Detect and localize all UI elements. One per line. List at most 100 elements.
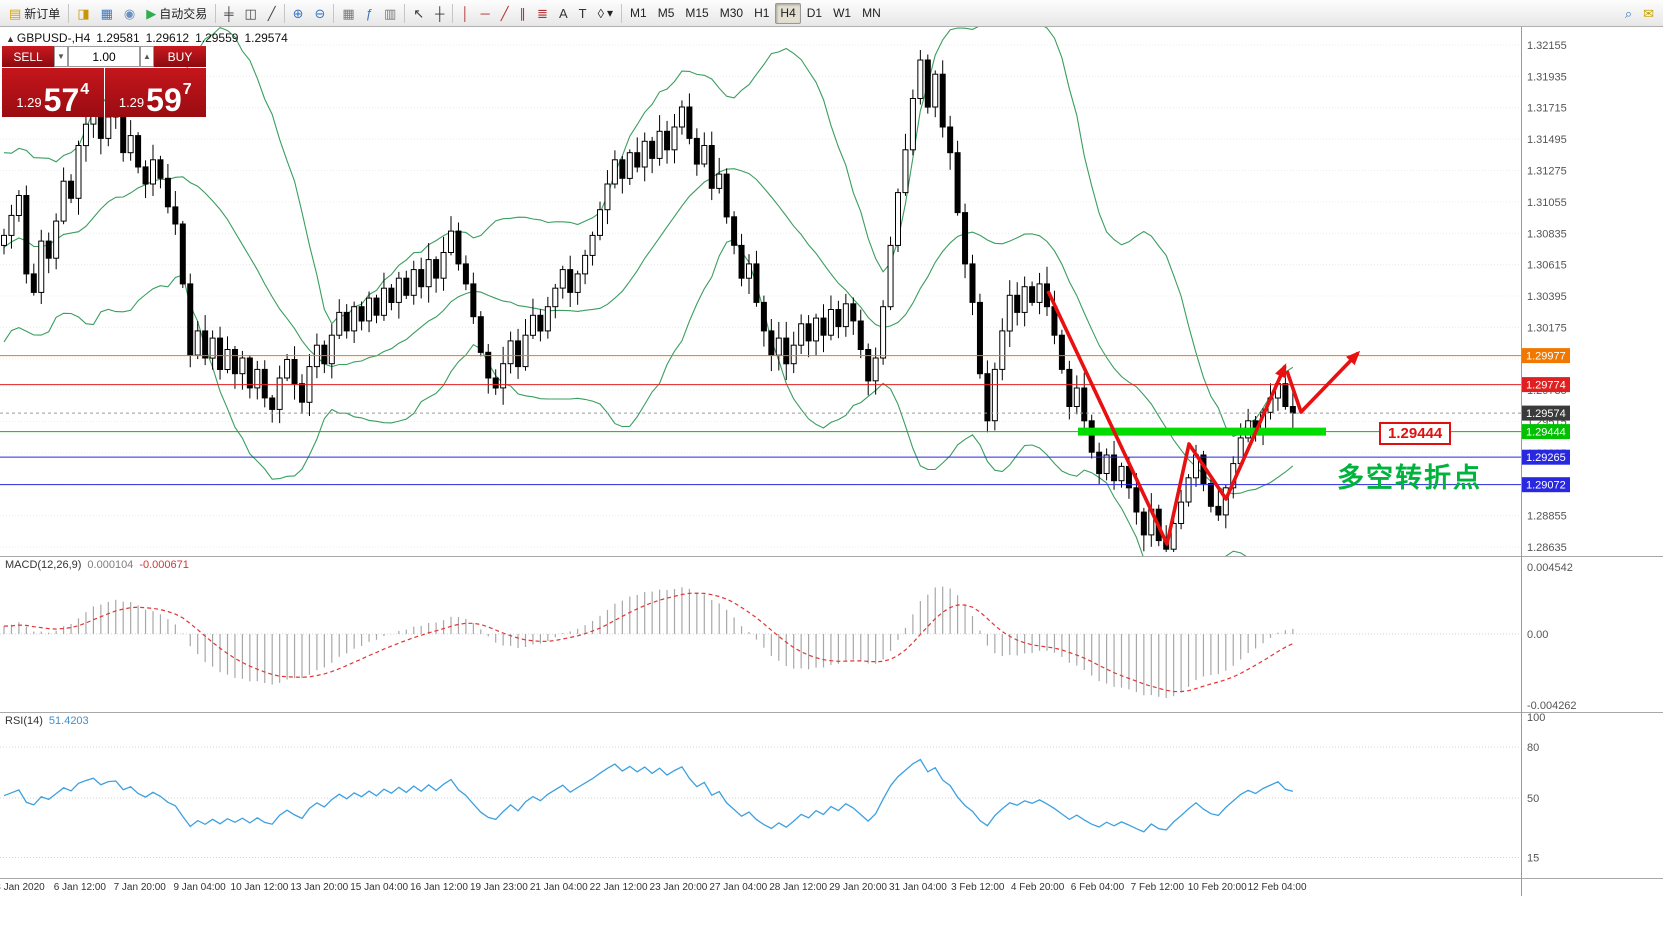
rsi-chart[interactable]: 100 80 50 15 — [0, 712, 1663, 879]
ohlc-open: 1.29581 — [96, 31, 140, 45]
timeframe-m5[interactable]: M5 — [653, 3, 680, 24]
time-label: 13 Jan 20:00 — [290, 882, 349, 893]
timeframe-m30[interactable]: M30 — [715, 3, 748, 24]
timeframe-m15[interactable]: M15 — [680, 3, 713, 24]
timeframe-mn-label: MN — [862, 6, 881, 20]
volume-input[interactable] — [68, 46, 140, 67]
toolbar-group-draw-tools: │ ─ ╱ ∥ ≣ A T ◊ ▾ — [456, 3, 618, 24]
horizontal-line-tool[interactable]: ─ — [476, 3, 495, 24]
time-label: 21 Jan 04:00 — [529, 882, 588, 893]
timeframe-w1[interactable]: W1 — [828, 3, 856, 24]
channel-tool-icon: ∥ — [519, 5, 527, 21]
sell-price-point: 4 — [80, 81, 90, 98]
candlestick-chart-button[interactable]: ◫ — [239, 3, 261, 24]
cursor-button-icon: ↖ — [413, 5, 425, 21]
toolbar-group-chart-types: ╪ ◫ ╱ — [219, 3, 280, 24]
svg-text:1.31935: 1.31935 — [1527, 71, 1567, 83]
volume-decrease-button[interactable]: ▼ — [54, 46, 68, 67]
tile-windows-button[interactable]: ▦ — [337, 3, 359, 24]
svg-text:1.28635: 1.28635 — [1527, 542, 1567, 554]
autotrading-button[interactable]: ▶ 自动交易 — [141, 3, 212, 24]
fibonacci-tool[interactable]: ≣ — [532, 3, 553, 24]
toolbar-separator — [333, 3, 335, 23]
new-order-button[interactable]: ▤ 新订单 — [4, 3, 65, 24]
trendline-tool-icon: ╱ — [500, 5, 509, 21]
time-label: 28 Jan 12:00 — [769, 882, 828, 893]
shapes-dropdown[interactable]: ◊ ▾ — [593, 3, 618, 24]
sell-button[interactable]: SELL — [2, 46, 54, 67]
trend-arrow-2[interactable] — [1285, 350, 1361, 414]
data-window-button-icon: ◉ — [123, 5, 136, 21]
sell-price-display[interactable]: 1.29 57 4 — [2, 68, 104, 117]
chat-button-icon: ✉ — [1643, 5, 1654, 21]
fibonacci-tool-icon: ≣ — [537, 5, 548, 21]
time-label: 3 Feb 12:00 — [951, 882, 1005, 893]
zoom-in-button-icon: ⊕ — [292, 5, 304, 21]
symbol-ohlc-header: ▲ GBPUSD-,H4 1.29581 1.29612 1.29559 1.29574 — [6, 31, 294, 45]
macd-chart[interactable]: 0.004542 0.00 -0.004262 — [0, 556, 1663, 712]
buy-price-point: 7 — [182, 81, 192, 98]
ohlc-high: 1.29612 — [145, 31, 190, 45]
svg-text:1.29444: 1.29444 — [1526, 427, 1566, 439]
buy-price-base: 1.29 — [118, 95, 145, 110]
zoom-in-button[interactable]: ⊕ — [288, 3, 309, 24]
charts-cascade-button[interactable]: ◨ — [72, 3, 94, 24]
market-watch-button[interactable]: ▦ — [96, 3, 118, 24]
cursor-button[interactable]: ↖ — [408, 3, 429, 24]
market-watch-button-icon: ▦ — [100, 5, 113, 21]
support-price-label[interactable]: 1.29444 — [1379, 422, 1452, 445]
macd-signal-line — [3, 592, 1294, 693]
sell-price-base: 1.29 — [16, 95, 42, 110]
new-order-button-label: 新订单 — [24, 6, 61, 21]
timeframe-m30-label: M30 — [719, 6, 744, 20]
new-order-button-icon: ▤ — [9, 5, 22, 21]
crosshair-button[interactable]: ┼ — [430, 3, 449, 24]
templates-button[interactable]: ▥ — [379, 3, 401, 24]
turning-point-annotation[interactable]: 多空转折点 — [1337, 463, 1482, 493]
chat-button[interactable]: ✉ — [1638, 3, 1659, 24]
price-chart[interactable]: 1.32155 1.31935 1.31715 1.31495 1.31275 1.310… — [0, 27, 1663, 556]
svg-text:-0.004262: -0.004262 — [1527, 700, 1577, 712]
trend-arrow-1[interactable] — [1046, 290, 1287, 546]
timeframe-h1[interactable]: H1 — [749, 3, 774, 24]
timeframe-m1[interactable]: M1 — [625, 3, 652, 24]
line-chart-button[interactable]: ╱ — [263, 3, 281, 24]
collapse-arrow-icon[interactable]: ▲ — [6, 34, 15, 44]
bar-chart-button[interactable]: ╪ — [219, 3, 238, 24]
toolbar-group-zoom: ⊕ ⊖ — [288, 3, 331, 24]
buy-button[interactable]: BUY — [154, 46, 206, 67]
indicators-button[interactable]: ƒ — [361, 3, 378, 24]
trendline-tool[interactable]: ╱ — [496, 3, 514, 24]
channel-tool[interactable]: ∥ — [515, 3, 532, 24]
svg-text:1.32155: 1.32155 — [1527, 40, 1567, 52]
timeframe-d1[interactable]: D1 — [802, 3, 827, 24]
svg-text:50: 50 — [1527, 793, 1539, 805]
svg-text:80: 80 — [1527, 742, 1539, 754]
one-click-trading-panel: SELL ▼ ▲ BUY 1.29 57 4 1.29 59 7 — [2, 46, 206, 117]
svg-text:15: 15 — [1527, 853, 1539, 865]
svg-text:1.29072: 1.29072 — [1526, 480, 1566, 492]
timeframe-h4[interactable]: H4 — [775, 2, 801, 24]
toolbar-separator — [452, 3, 454, 23]
label-tool-icon: T — [578, 5, 587, 21]
zoom-out-button[interactable]: ⊖ — [310, 3, 331, 24]
crosshair-button-icon: ┼ — [435, 5, 445, 21]
volume-increase-button[interactable]: ▲ — [140, 46, 154, 67]
search-button[interactable]: ⌕ — [1620, 3, 1637, 24]
data-window-button[interactable]: ◉ — [119, 3, 140, 24]
toolbar-group-windows: ◨ ▦ ◉ ▶ 自动交易 — [72, 3, 212, 24]
shapes-dropdown-label: ▾ — [607, 6, 614, 20]
macd-header: MACD(12,26,9) 0.000104 -0.000671 — [5, 559, 195, 571]
text-tool[interactable]: A — [554, 3, 573, 24]
templates-button-icon: ▥ — [383, 5, 397, 21]
vertical-line-tool[interactable]: │ — [456, 3, 474, 24]
buy-price-display[interactable]: 1.29 59 7 — [104, 68, 206, 117]
time-axis: 3 Jan 2020 6 Jan 12:00 7 Jan 20:00 9 Jan 04… — [0, 881, 1663, 897]
timeframe-h1-label: H1 — [754, 6, 770, 20]
label-tool[interactable]: T — [574, 3, 592, 24]
toolbar-separator — [404, 3, 406, 23]
timeframe-mn[interactable]: MN — [857, 3, 886, 24]
timeframe-m1-label: M1 — [630, 6, 647, 20]
rsi-label: RSI(14) — [5, 715, 43, 727]
macd-value-signal: -0.000671 — [139, 559, 189, 571]
